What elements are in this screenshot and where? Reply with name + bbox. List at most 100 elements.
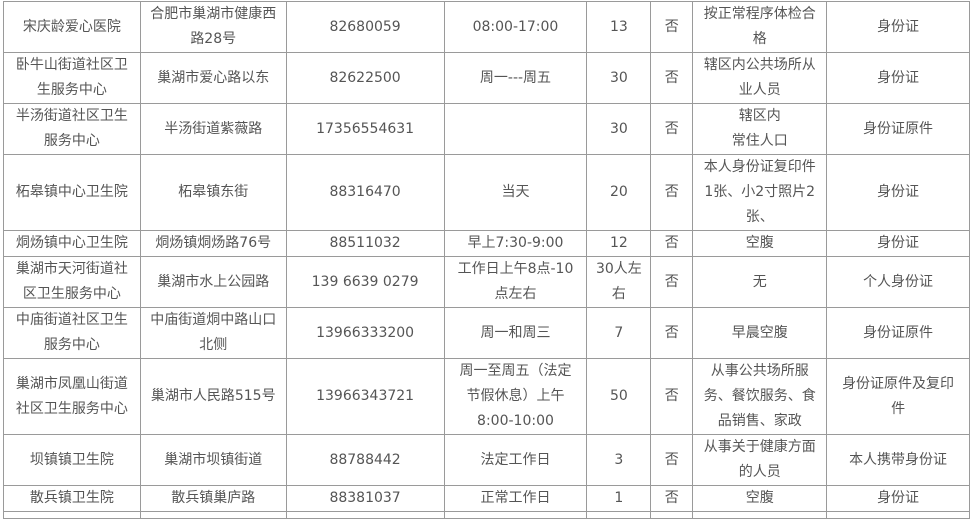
cell-fee: 否 [650, 358, 694, 435]
cell-requirement: 按正常程序体检合 格 [692, 1, 828, 53]
cell-name: 散兵镇卫生院 [3, 485, 141, 512]
cell-document: 身份证原件 [826, 103, 970, 155]
cell-fee: 否 [650, 230, 694, 257]
cell-phone: 17356554631 [285, 103, 445, 155]
cell-address: 中庙街道烔中路山口 北侧 [139, 307, 287, 359]
cell-phone: 13966333200 [285, 307, 445, 359]
cell-fee: 否 [650, 485, 694, 512]
table-row: 烔炀镇中心卫生院 烔炀镇烔炀路76号 88511032 早上7:30-9:00 12 否空… [3, 230, 970, 257]
cell-document: 个人身份证 [826, 256, 970, 308]
cell-empty [285, 511, 445, 519]
cell-time: 08:00-17:00 [443, 1, 588, 53]
cell-requirement: 无 [692, 256, 828, 308]
cell-document: 身份证原件 [826, 307, 970, 359]
cell-name: 宋庆龄爱心医院 [3, 1, 141, 53]
cell-phone: 88316470 [285, 154, 445, 231]
cell-requirement: 从事关于健康方面 的人员 [692, 434, 828, 486]
cell-name: 坝镇镇卫生院 [3, 434, 141, 486]
cell-document: 身份证 [826, 154, 970, 231]
table-row: 坝镇镇卫生院 巢湖市坝镇街道 88788442 法定工作日 3 否从事关于健康方面 的人员… [3, 434, 970, 486]
cell-phone: 82622500 [285, 52, 445, 104]
cell-quota: 20 [586, 154, 652, 231]
cell-fee: 否 [650, 256, 694, 308]
cell-phone: 13966343721 [285, 358, 445, 435]
cell-phone: 88381037 [285, 485, 445, 512]
cell-quota: 30 [586, 52, 652, 104]
table-row: 卧牛山街道社区卫 生服务中心 巢湖市爱心路以东 82622500 周一---周五 30 否… [3, 52, 970, 104]
cell-empty [826, 511, 970, 519]
cell-document: 身份证 [826, 1, 970, 53]
cell-name: 巢湖市天河街道社 区卫生服务中心 [3, 256, 141, 308]
cell-time [443, 103, 588, 155]
cell-address: 柘皋镇东街 [139, 154, 287, 231]
cell-phone: 88788442 [285, 434, 445, 486]
cell-document: 身份证原件及复印 件 [826, 358, 970, 435]
cell-requirement: 辖区内公共场所从 业人员 [692, 52, 828, 104]
cell-address: 合肥市巢湖市健康西 路28号 [139, 1, 287, 53]
cell-time: 正常工作日 [443, 485, 588, 512]
cell-address: 巢湖市坝镇街道 [139, 434, 287, 486]
cell-address: 巢湖市水上公园路 [139, 256, 287, 308]
cell-phone: 139 6639 0279 [285, 256, 445, 308]
table-row: 半汤街道社区卫生 服务中心 半汤街道紫薇路 17356554631 30 否辖区内 常住… [3, 103, 970, 155]
cell-address: 巢湖市爱心路以东 [139, 52, 287, 104]
cell-document: 本人携带身份证 [826, 434, 970, 486]
table-row-partial [3, 511, 970, 519]
cell-fee: 否 [650, 1, 694, 53]
cell-requirement: 辖区内 常住人口 [692, 103, 828, 155]
cell-empty [3, 511, 141, 519]
cell-quota: 7 [586, 307, 652, 359]
cell-time: 早上7:30-9:00 [443, 230, 588, 257]
cell-document: 身份证 [826, 485, 970, 512]
cell-address: 散兵镇巢庐路 [139, 485, 287, 512]
cell-fee: 否 [650, 52, 694, 104]
cell-requirement: 早晨空腹 [692, 307, 828, 359]
clinic-table: 宋庆龄爱心医院 合肥市巢湖市健康西 路28号 82680059 08:00-17:00… [3, 1, 970, 519]
cell-time: 周一至周五（法定 节假休息）上午 8:00-10:00 [443, 358, 588, 435]
cell-quota: 12 [586, 230, 652, 257]
cell-time: 周一和周三 [443, 307, 588, 359]
cell-quota: 13 [586, 1, 652, 53]
cell-time: 周一---周五 [443, 52, 588, 104]
table-row: 中庙街道社区卫生 服务中心 中庙街道烔中路山口 北侧 13966333200 周一和周… [3, 307, 970, 359]
cell-time: 法定工作日 [443, 434, 588, 486]
cell-phone: 88511032 [285, 230, 445, 257]
table-row: 巢湖市天河街道社 区卫生服务中心 巢湖市水上公园路 139 6639 0279 工作日… [3, 256, 970, 308]
cell-name: 半汤街道社区卫生 服务中心 [3, 103, 141, 155]
cell-quota: 3 [586, 434, 652, 486]
table-row: 柘皋镇中心卫生院 柘皋镇东街 88316470 当天 20 否本人身份证复印件 1张、小2… [3, 154, 970, 231]
cell-time: 当天 [443, 154, 588, 231]
table-row: 散兵镇卫生院 散兵镇巢庐路 88381037 正常工作日 1 否空腹 身份证 [3, 485, 970, 512]
cell-empty [586, 511, 652, 519]
cell-empty [443, 511, 588, 519]
cell-name: 柘皋镇中心卫生院 [3, 154, 141, 231]
cell-address: 烔炀镇烔炀路76号 [139, 230, 287, 257]
cell-fee: 否 [650, 154, 694, 231]
cell-quota: 30人左 右 [586, 256, 652, 308]
cell-requirement: 空腹 [692, 485, 828, 512]
cell-name: 巢湖市凤凰山街道 社区卫生服务中心 [3, 358, 141, 435]
cell-requirement: 从事公共场所服 务、餐饮服务、食 品销售、家政 [692, 358, 828, 435]
cell-empty [139, 511, 287, 519]
cell-name: 烔炀镇中心卫生院 [3, 230, 141, 257]
cell-fee: 否 [650, 434, 694, 486]
cell-phone: 82680059 [285, 1, 445, 53]
cell-address: 巢湖市人民路515号 [139, 358, 287, 435]
cell-name: 卧牛山街道社区卫 生服务中心 [3, 52, 141, 104]
cell-empty [650, 511, 694, 519]
cell-requirement: 空腹 [692, 230, 828, 257]
cell-document: 身份证 [826, 230, 970, 257]
cell-fee: 否 [650, 307, 694, 359]
cell-time: 工作日上午8点-10 点左右 [443, 256, 588, 308]
cell-requirement: 本人身份证复印件 1张、小2寸照片2 张、 [692, 154, 828, 231]
table-row: 宋庆龄爱心医院 合肥市巢湖市健康西 路28号 82680059 08:00-17:00… [3, 1, 970, 53]
cell-quota: 50 [586, 358, 652, 435]
cell-document: 身份证 [826, 52, 970, 104]
cell-quota: 30 [586, 103, 652, 155]
cell-name: 中庙街道社区卫生 服务中心 [3, 307, 141, 359]
cell-quota: 1 [586, 485, 652, 512]
cell-fee: 否 [650, 103, 694, 155]
cell-empty [692, 511, 828, 519]
table-row: 巢湖市凤凰山街道 社区卫生服务中心 巢湖市人民路515号 13966343721 周一… [3, 358, 970, 435]
cell-address: 半汤街道紫薇路 [139, 103, 287, 155]
